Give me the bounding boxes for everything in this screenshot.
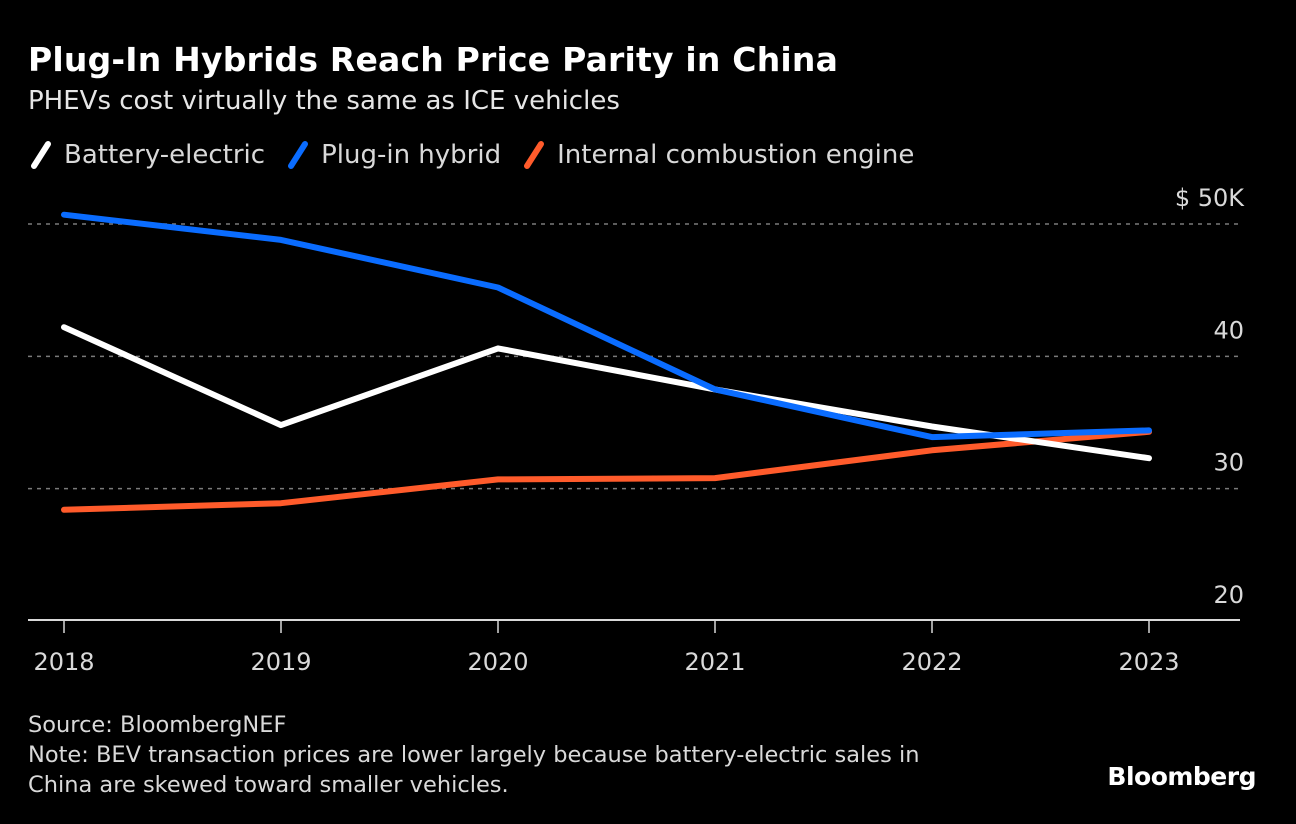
- series-line-plug-in-hybrid: [61, 211, 1152, 441]
- footer: Source: BloombergNEF Note: BEV transacti…: [28, 710, 920, 800]
- chart-subtitle: PHEVs cost virtually the same as ICE veh…: [28, 86, 620, 116]
- y-tick-label: 40: [1213, 316, 1244, 344]
- legend-item-internal-combustion-engine: Internal combustion engine: [521, 140, 914, 170]
- legend-item-plug-in-hybrid: Plug-in hybrid: [285, 140, 501, 170]
- source-text: Source: BloombergNEF: [28, 712, 287, 738]
- chart-title: Plug-In Hybrids Reach Price Parity in Ch…: [28, 40, 839, 79]
- y-tick-label: $ 50K: [1175, 184, 1245, 212]
- bloomberg-logo: Bloomberg: [1107, 762, 1256, 791]
- legend-swatch-plug-in-hybrid: [288, 141, 309, 169]
- series-line-battery-electric: [61, 324, 1152, 462]
- x-tick-label: 2019: [250, 648, 311, 676]
- note-text-line2: China are skewed toward smaller vehicles…: [28, 772, 509, 798]
- legend-swatch-internal-combustion-engine: [524, 141, 545, 169]
- legend-label: Plug-in hybrid: [321, 140, 502, 170]
- y-tick-label: 30: [1213, 449, 1244, 477]
- x-tick-label: 2018: [33, 648, 94, 676]
- legend-swatch-battery-electric: [31, 141, 51, 169]
- x-tick-label: 2021: [684, 648, 745, 676]
- series-line-internal-combustion-engine: [61, 428, 1152, 513]
- legend: Battery-electric Plug-in hybrid Internal…: [28, 140, 934, 170]
- x-tick-label: 2020: [467, 648, 528, 676]
- note-text-line1: Note: BEV transaction prices are lower l…: [28, 742, 920, 768]
- y-tick-label: 20: [1213, 581, 1244, 609]
- x-tick-label: 2022: [901, 648, 962, 676]
- legend-label: Battery-electric: [64, 140, 266, 170]
- legend-item-battery-electric: Battery-electric: [28, 140, 265, 170]
- x-tick-label: 2023: [1118, 648, 1179, 676]
- legend-label: Internal combustion engine: [557, 140, 915, 170]
